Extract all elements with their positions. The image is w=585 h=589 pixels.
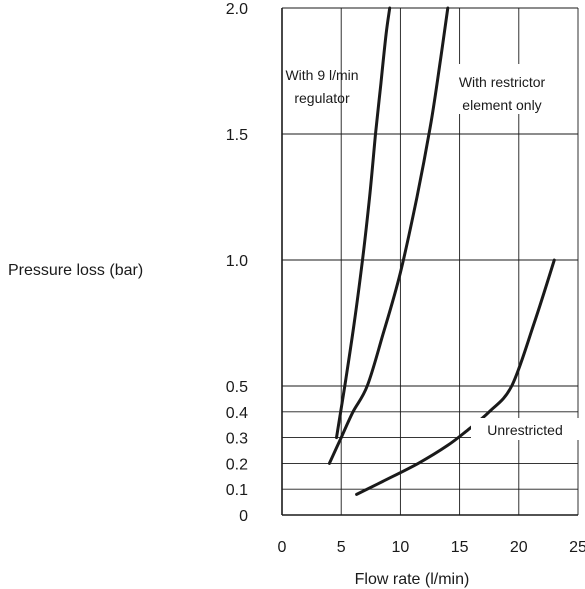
y-tick-label: 2.0: [226, 1, 248, 18]
series-line-regulator: [335, 6, 392, 440]
tick-labels: 0 0.1 0.2 0.3 0.4 0.5 1.0 1.5 2.0 0 5 10 15 20 25: [226, 1, 585, 556]
y-tick-label: 0.4: [226, 405, 248, 422]
annotation-regulator-line2: regulator: [294, 90, 350, 106]
x-axis-label: Flow rate (l/min): [355, 571, 470, 588]
x-tick-label: 10: [392, 539, 410, 556]
axes: [281, 8, 578, 516]
annotation-unrestricted-background: [471, 418, 579, 440]
x-tick-label: 15: [451, 539, 469, 556]
annotation-unrestricted-label: Unrestricted: [487, 422, 562, 438]
y-tick-label: 0.1: [226, 482, 248, 499]
x-tick-label: 5: [337, 539, 346, 556]
y-tick-label: 0.5: [226, 379, 248, 396]
y-tick-label: 0.2: [226, 456, 248, 473]
annotation-restrictor-line1: With restrictor: [459, 74, 546, 90]
series-line-restrictor: [327, 6, 450, 465]
annotation-restrictor-background: [446, 64, 558, 114]
x-tick-label: 20: [510, 539, 528, 556]
y-axis-label: Pressure loss (bar): [8, 262, 143, 279]
y-tick-label: 0.3: [226, 431, 248, 448]
y-tick-label: 1.0: [226, 253, 248, 270]
annotation-regulator-line1: With 9 l/min: [285, 67, 358, 83]
curve-annotations: With 9 l/min regulator With restrictor e…: [285, 64, 579, 440]
series-line-unrestricted: [355, 258, 556, 496]
annotation-restrictor-line2: element only: [462, 97, 541, 113]
y-tick-label: 0: [239, 508, 248, 525]
x-tick-label: 0: [278, 539, 287, 556]
x-tick-label: 25: [569, 539, 585, 556]
curves: [327, 6, 556, 496]
y-tick-label: 1.5: [226, 127, 248, 144]
